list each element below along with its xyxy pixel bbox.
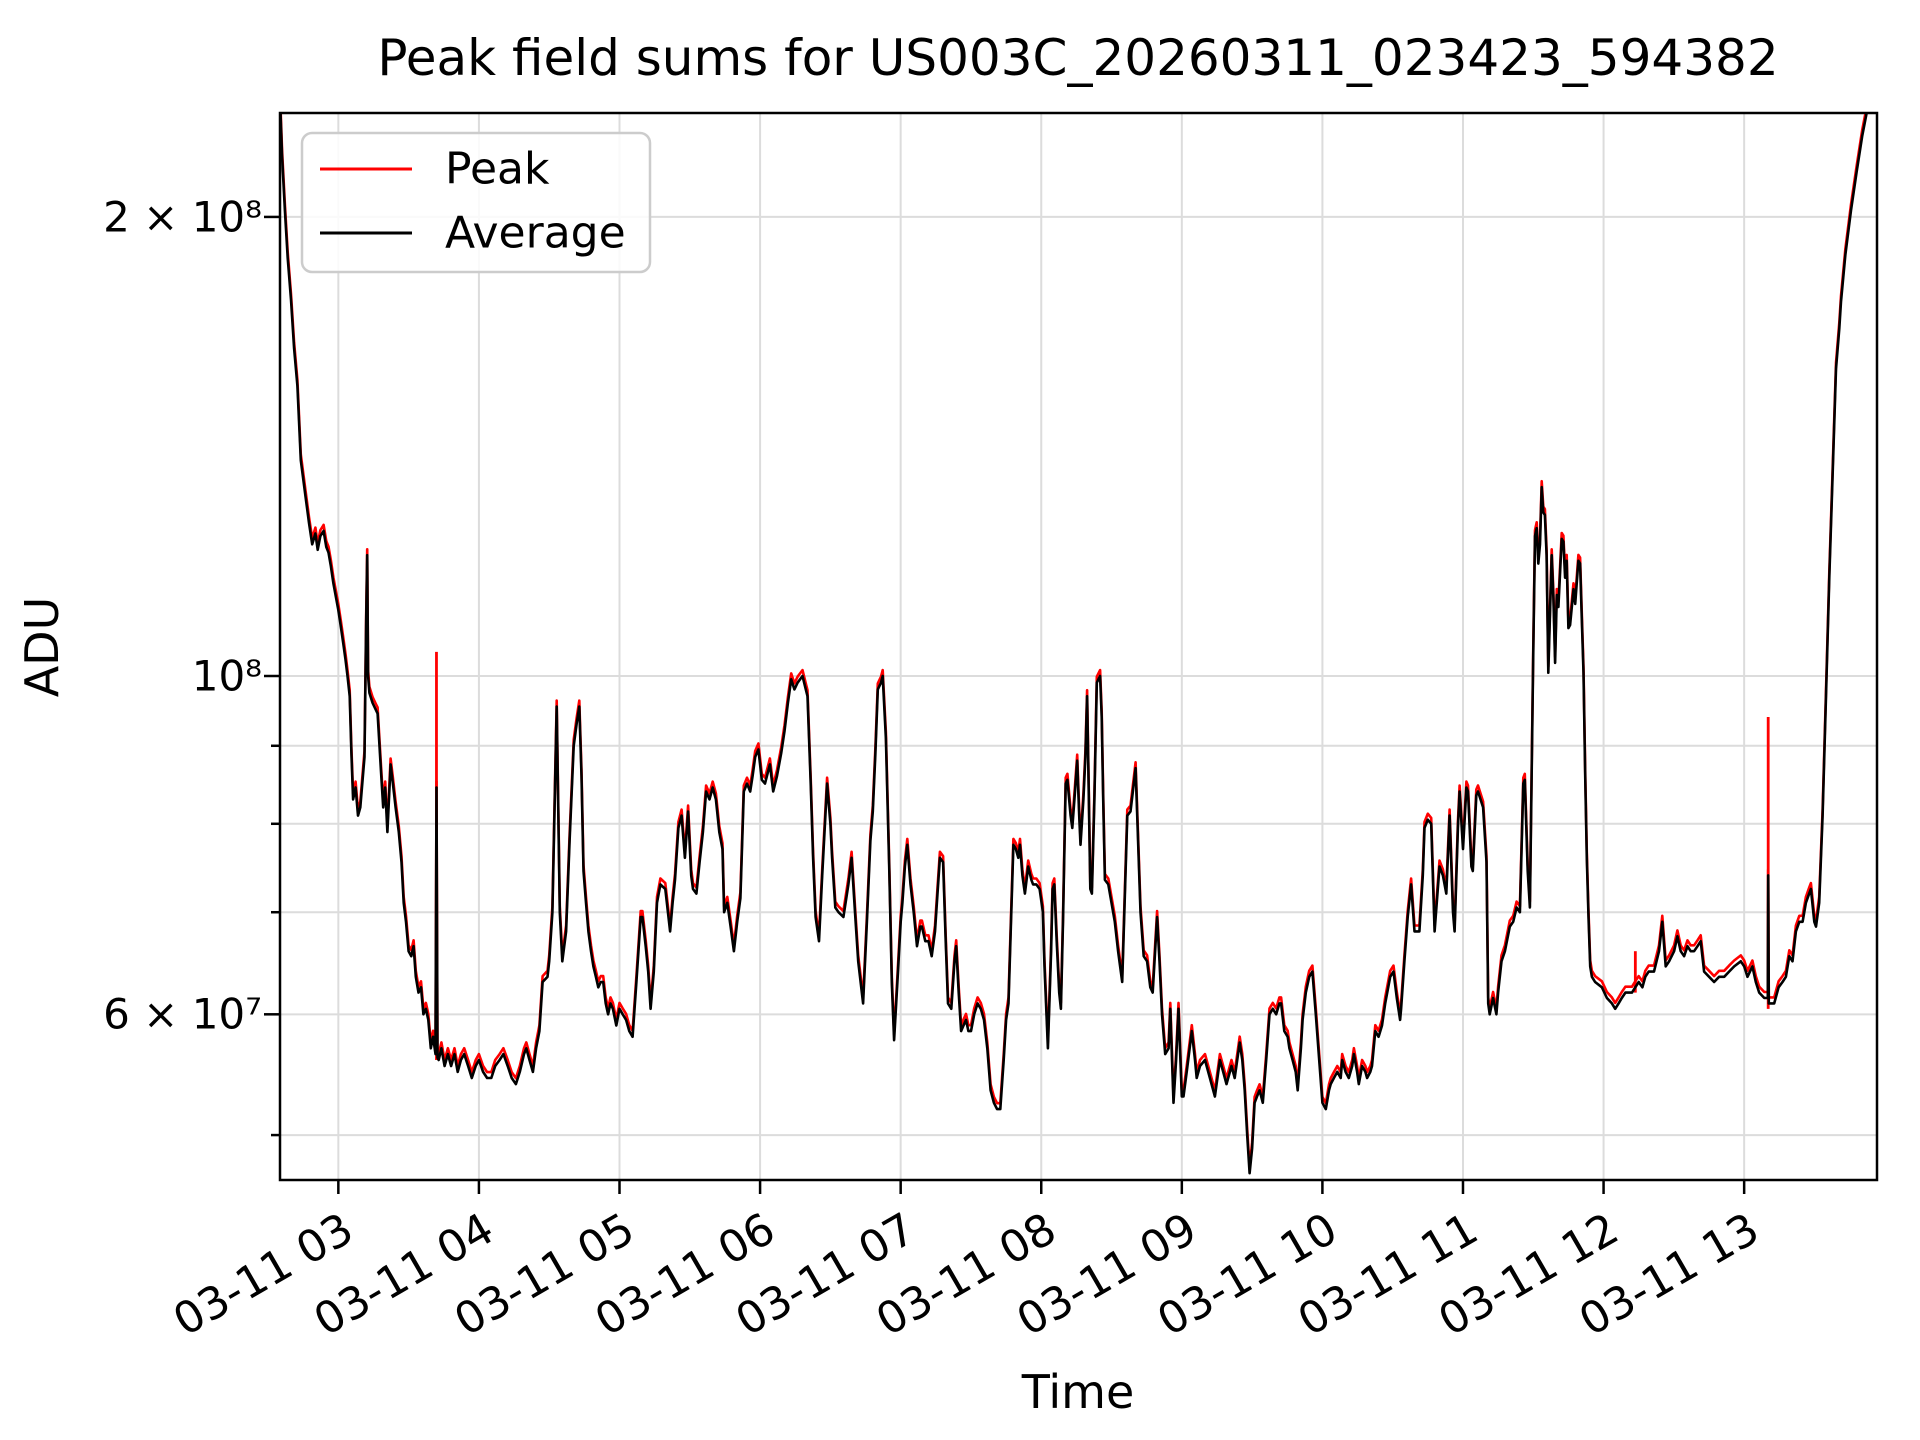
plot-border [278, 111, 1879, 1182]
y-tick-label-1e8: 10⁸ [192, 652, 262, 701]
legend-label-peak: Peak [445, 144, 550, 195]
series-layer [280, 113, 1868, 1175]
average-series-line [280, 113, 1868, 1175]
axis-ticks [264, 215, 1746, 1194]
x-axis-label: Time [1021, 1365, 1135, 1419]
y-tick-label-2e8: 2 × 10⁸ [103, 193, 262, 242]
legend-label-average: Average [445, 208, 626, 259]
y-tick-labels: 2 × 10⁸ 10⁸ 6 × 10⁷ [103, 193, 262, 1039]
chart-title: Peak field sums for US003C_20260311_0234… [377, 29, 1778, 87]
legend: Peak Average [300, 131, 652, 274]
y-tick-label-6e7: 6 × 10⁷ [103, 990, 262, 1039]
y-axis-label: ADU [15, 597, 69, 698]
